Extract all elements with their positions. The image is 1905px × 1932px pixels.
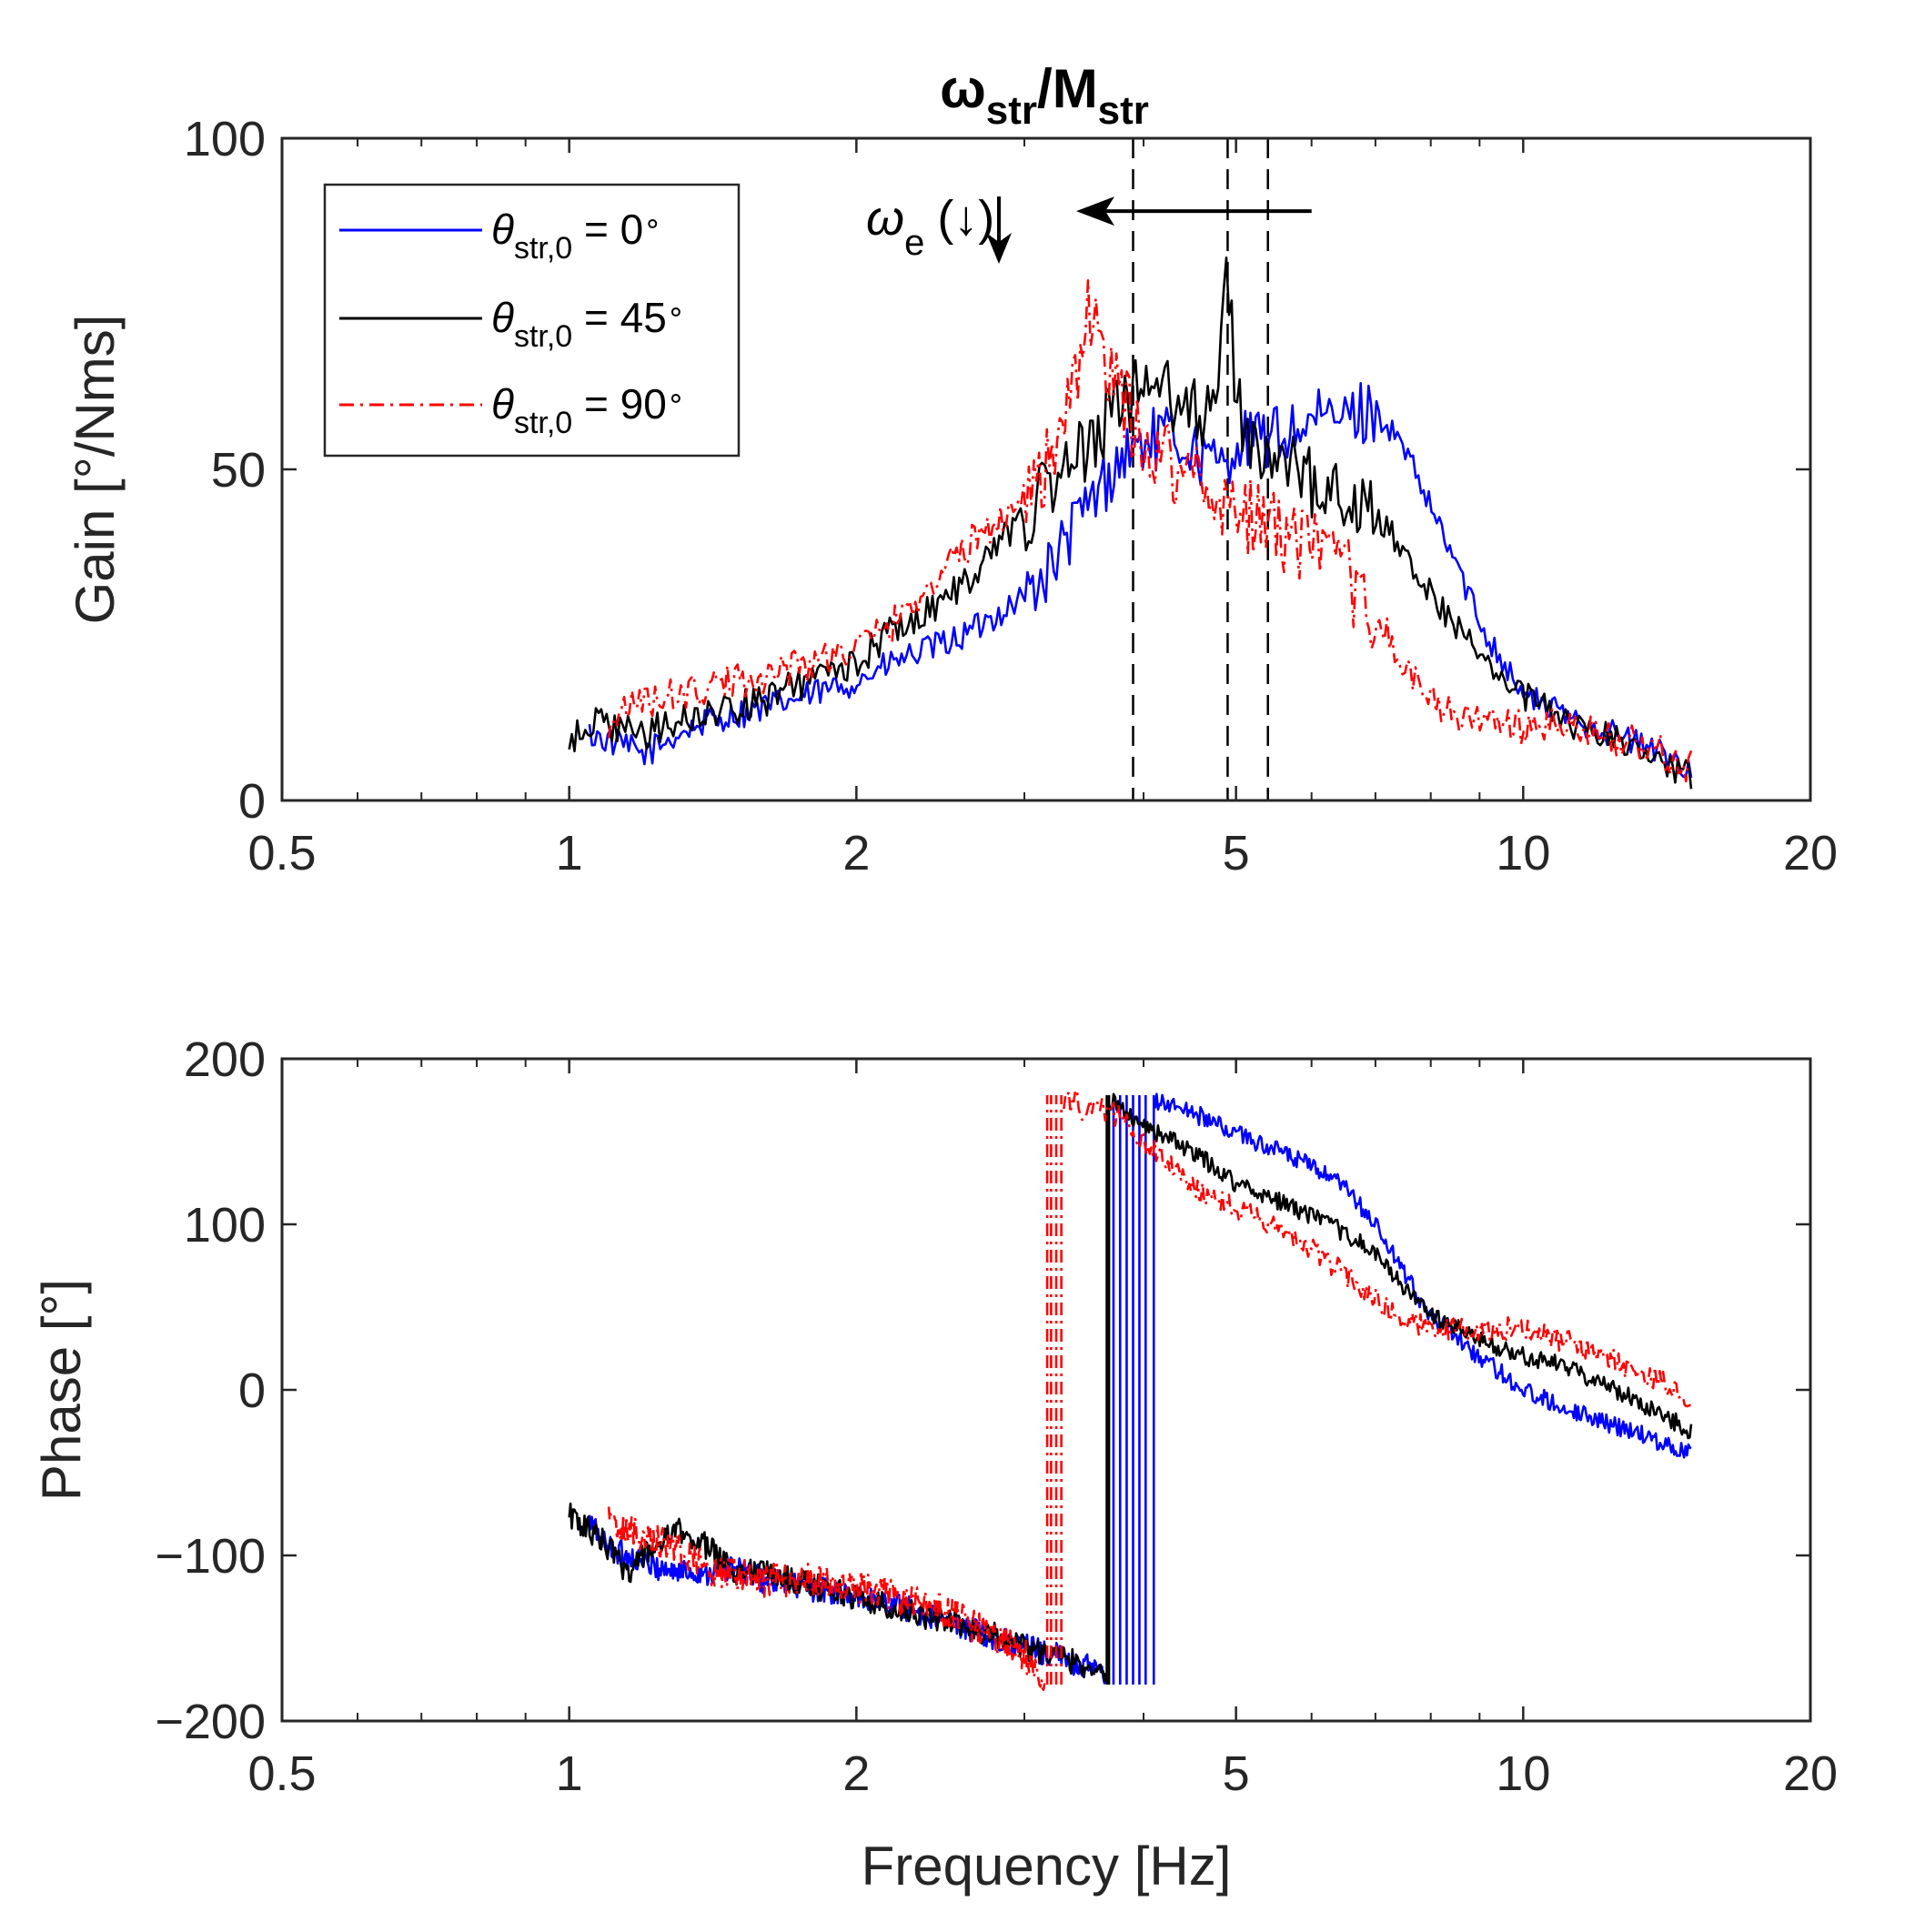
- y-tick-label-2: 0: [238, 1363, 266, 1418]
- gain-axes-box: [280, 136, 1812, 802]
- phase-axes-box: [280, 1057, 1812, 1723]
- y-tick-label-0: −200: [155, 1695, 266, 1749]
- series-line-2-upper: [1063, 1088, 1692, 1408]
- annotation-omega-e: ωe (↓): [866, 191, 994, 263]
- phase-panel: 0.5 1 2 5 10 20 −200 −100 0 100 200 Phase [°] Freq…: [31, 1032, 1838, 1897]
- y-tick-label-0: 0: [238, 774, 266, 829]
- annotation-arrowhead: [1076, 196, 1115, 226]
- phase-xlabel: Frequency [Hz]: [862, 1836, 1232, 1897]
- x-tick-label-5: 20: [1783, 1746, 1838, 1801]
- series-line-2: [607, 1506, 1046, 1691]
- figure-title: ωstr/Mstr: [940, 58, 1149, 133]
- gain-tick-labels: 0.5 1 2 5 10 20 0 50 100: [184, 112, 1838, 880]
- legend-entry-0: θstr,0 = 0∘: [339, 206, 661, 266]
- gain-series: [568, 257, 1693, 790]
- phase-tick-labels: 0.5 1 2 5 10 20 −200 −100 0 100 200: [155, 1032, 1838, 1801]
- gain-reference-lines: [1132, 138, 1269, 800]
- x-tick-label-3: 5: [1223, 1746, 1250, 1801]
- legend-label-0: θstr,0 = 0∘: [491, 206, 661, 266]
- x-tick-label-2: 2: [842, 1746, 870, 1801]
- x-tick-label-1: 1: [556, 826, 583, 880]
- x-tick-label-0: 0.5: [247, 1746, 316, 1801]
- y-tick-label-1: 50: [211, 443, 266, 498]
- series-line-1: [568, 1502, 1107, 1683]
- legend-label-2: θstr,0 = 90∘: [491, 380, 685, 440]
- series-line-1: [568, 257, 1693, 790]
- gain-ylabel: Gain [°/Nms]: [65, 315, 126, 625]
- series-line-0: [588, 1514, 1107, 1685]
- phase-series: [568, 1088, 1693, 1691]
- y-tick-label-3: 100: [184, 1198, 266, 1253]
- legend-entry-2: θstr,0 = 90∘: [339, 380, 685, 440]
- x-tick-label-0: 0.5: [247, 826, 316, 880]
- x-tick-label-1: 1: [556, 1746, 583, 1801]
- phase-ylabel: Phase [°]: [31, 1279, 92, 1501]
- x-tick-label-3: 5: [1223, 826, 1250, 880]
- x-tick-label-5: 20: [1783, 826, 1838, 880]
- y-tick-label-1: −100: [155, 1529, 266, 1584]
- gain-panel: 0.5 1 2 5 10 20 0 50 100 Gain [°/Nms] ωe (↓) θstr…: [65, 112, 1838, 880]
- x-tick-label-4: 10: [1496, 1746, 1550, 1801]
- y-tick-label-4: 200: [184, 1032, 266, 1087]
- x-tick-label-4: 10: [1496, 826, 1550, 880]
- annotation-down-arrowhead: [986, 233, 1012, 264]
- legend: θstr,0 = 0∘ θstr,0 = 45∘ θstr,0 = 90∘: [323, 183, 741, 458]
- legend-label-1: θstr,0 = 45∘: [491, 294, 685, 354]
- omega-e-annotation: ωe (↓): [866, 191, 1312, 263]
- series-line-1-upper: [1107, 1092, 1693, 1440]
- series-line-2: [607, 279, 1693, 783]
- x-tick-label-2: 2: [842, 826, 870, 880]
- legend-entry-1: θstr,0 = 45∘: [339, 294, 685, 354]
- y-tick-label-2: 100: [184, 112, 266, 166]
